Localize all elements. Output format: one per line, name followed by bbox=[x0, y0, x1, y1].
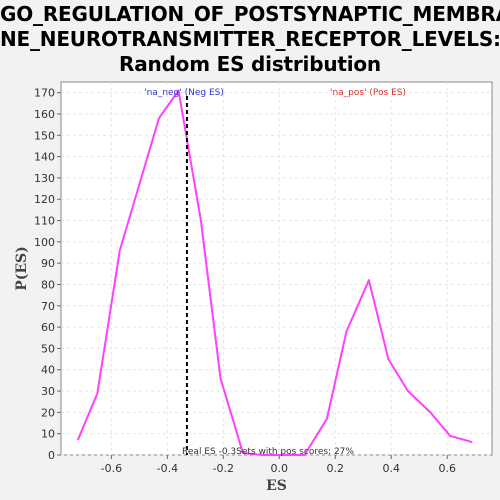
y-tick-label: 20 bbox=[41, 406, 55, 419]
annotation-real-es: Real ES -0.3Sets with pos scores: 27% bbox=[182, 447, 354, 457]
y-axis-label: P(ES) bbox=[14, 246, 30, 291]
y-tick-label: 100 bbox=[34, 236, 55, 249]
y-tick-label: 30 bbox=[41, 385, 55, 398]
y-tick-label: 60 bbox=[41, 321, 55, 334]
y-tick-label: 70 bbox=[41, 300, 55, 313]
x-tick-label: 0.6 bbox=[438, 462, 456, 475]
y-tick-label: 110 bbox=[34, 215, 55, 228]
y-tick-label: 170 bbox=[34, 87, 55, 100]
y-tick-label: 90 bbox=[41, 257, 55, 270]
x-axis-label: ES bbox=[266, 478, 287, 494]
y-tick-label: 160 bbox=[34, 108, 55, 121]
y-tick-label: 80 bbox=[41, 278, 55, 291]
title-line-2: NE_NEUROTRANSMITTER_RECEPTOR_LEVELS: bbox=[0, 27, 500, 51]
y-tick-label: 50 bbox=[41, 342, 55, 355]
title-line-3: Random ES distribution bbox=[119, 52, 381, 76]
annotation-neg-es: 'na_neg' (Neg ES) bbox=[144, 88, 224, 98]
y-tick-label: 130 bbox=[34, 172, 55, 185]
x-tick-label: -0.4 bbox=[157, 462, 178, 475]
grid-lines bbox=[61, 82, 492, 456]
y-tick-label: 40 bbox=[41, 364, 55, 377]
x-tick-label: 0.4 bbox=[382, 462, 400, 475]
y-tick-label: 150 bbox=[34, 129, 55, 142]
annotation-pos-es: 'na_pos' (Pos ES) bbox=[330, 88, 406, 98]
plot-area bbox=[60, 81, 493, 456]
chart-title: GO_REGULATION_OF_POSTSYNAPTIC_MEMBRA NE_… bbox=[0, 2, 500, 77]
x-tick-label: -0.2 bbox=[213, 462, 234, 475]
x-tick-label: 0.0 bbox=[271, 462, 289, 475]
y-tick-label: 120 bbox=[34, 193, 55, 206]
y-tick-label: 10 bbox=[41, 428, 55, 441]
x-tick-label: -0.6 bbox=[101, 462, 122, 475]
y-tick-label: 140 bbox=[34, 151, 55, 164]
axis-ticks: 0 10 20 30 40 50 60 70 80 90 100 110 120 130 140 150 160… bbox=[34, 87, 456, 475]
series-line-es-distribution bbox=[76, 89, 473, 456]
y-tick-label: 0 bbox=[48, 449, 55, 462]
x-tick-label: 0.2 bbox=[327, 462, 345, 475]
title-line-1: GO_REGULATION_OF_POSTSYNAPTIC_MEMBRA bbox=[0, 2, 500, 26]
series-layer bbox=[76, 89, 473, 456]
